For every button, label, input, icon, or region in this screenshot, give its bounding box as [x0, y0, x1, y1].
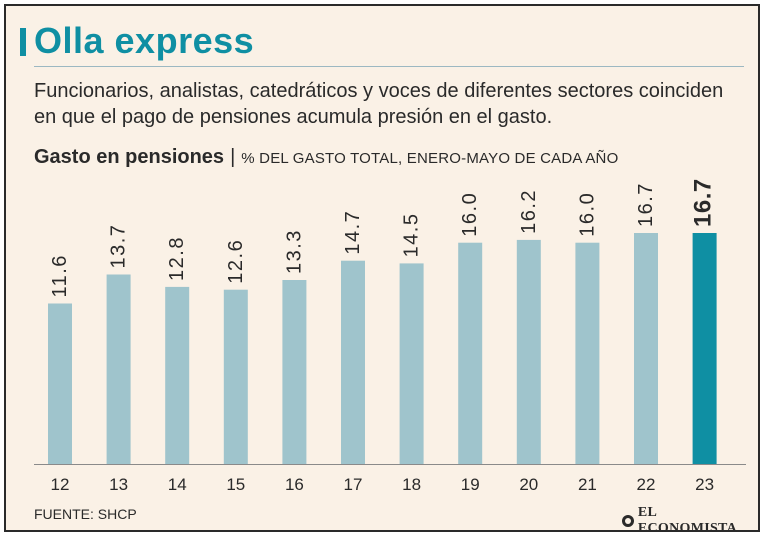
value-label-20: 16.2: [518, 189, 540, 234]
value-label-12: 11.6: [49, 254, 71, 297]
bar-chart: 11.6 12 13.7 13 12.8 14 12.6 15 13.3 16 14.7 17 14.5…: [34, 178, 746, 494]
x-tick-label-12: 12: [51, 475, 70, 494]
x-tick-label-18: 18: [402, 475, 421, 494]
value-label-16: 13.3: [283, 229, 305, 274]
bar-17: [341, 260, 365, 464]
bar-13: [106, 274, 131, 464]
value-label-18: 14.5: [401, 212, 423, 257]
bar-15: [223, 289, 248, 464]
x-tick-label-16: 16: [285, 475, 304, 494]
x-tick-label-17: 17: [344, 475, 363, 494]
chart-heading-separator: |: [230, 146, 236, 168]
bar-18: [399, 263, 424, 464]
brand-logo: EL ECONOMISTA: [622, 505, 758, 537]
bar-20: [516, 239, 541, 464]
x-tick-label-19: 19: [461, 475, 480, 494]
bar-12: [48, 303, 72, 464]
title-divider: [34, 66, 744, 67]
value-label-21: 16.0: [576, 192, 598, 237]
x-tick-label-21: 21: [578, 475, 597, 494]
x-tick-label-14: 14: [168, 475, 187, 494]
value-label-14: 12.8: [166, 236, 188, 281]
x-tick-label-20: 20: [519, 475, 538, 494]
value-label-22: 16.7: [635, 182, 657, 227]
chart-title: Gasto en pensiones: [34, 146, 225, 168]
chart-heading: Gasto en pensiones | % DEL GASTO TOTAL, EN…: [34, 146, 618, 169]
value-label-13: 13.7: [108, 224, 130, 269]
title-accent-bar: [20, 28, 26, 56]
brand-name: EL ECONOMISTA: [637, 505, 738, 536]
value-label-19: 16.0: [459, 192, 481, 237]
x-tick-label-23: 23: [695, 475, 714, 494]
bar-21: [575, 242, 600, 464]
bar-23: [692, 233, 717, 464]
subtitle: Funcionarios, analistas, catedráticos y …: [34, 80, 724, 128]
value-label-15: 12.6: [225, 239, 247, 284]
x-tick-label-13: 13: [109, 475, 128, 494]
source-note: FUENTE: SHCP: [34, 506, 137, 522]
bar-14: [165, 286, 190, 464]
bar-22: [634, 233, 658, 464]
x-tick-label-22: 22: [637, 475, 656, 494]
infographic-frame: Olla express Funcionarios, analistas, ca…: [4, 4, 760, 536]
value-label-17: 14.7: [342, 210, 364, 255]
bar-16: [282, 280, 307, 464]
bar-19: [458, 242, 483, 464]
x-tick-label-15: 15: [226, 475, 245, 494]
value-label-23: 16.7: [690, 178, 717, 227]
el-economista-logo-icon: [622, 515, 634, 527]
chart-unit-label: % DEL GASTO TOTAL, ENERO-MAYO DE CADA AÑ…: [241, 150, 619, 167]
page-title: Olla express: [34, 20, 255, 61]
